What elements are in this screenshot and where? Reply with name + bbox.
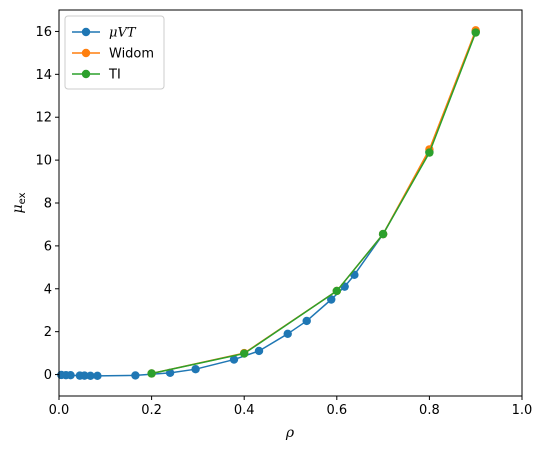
series-0 bbox=[57, 27, 480, 381]
y-tick-label: 2 bbox=[44, 325, 52, 340]
data-point bbox=[332, 286, 341, 296]
data-point bbox=[471, 28, 480, 37]
legend-box bbox=[64, 15, 165, 90]
y-tick-label: 16 bbox=[35, 25, 52, 40]
x-tick-label: 0.4 bbox=[234, 403, 255, 418]
y-tick-label: 10 bbox=[35, 154, 52, 169]
legend-label: μVT bbox=[109, 26, 137, 41]
data-point bbox=[425, 148, 434, 157]
legend-label: Widom bbox=[109, 47, 154, 62]
data-point bbox=[229, 355, 239, 364]
data-point bbox=[283, 329, 292, 339]
data-point bbox=[66, 370, 75, 380]
data-point bbox=[93, 371, 102, 381]
series-1 bbox=[147, 26, 480, 378]
x-axis: 0.0 0.2 0.4 0.6 0.8 1.0 bbox=[49, 396, 533, 418]
legend-marker bbox=[81, 27, 91, 37]
legend-marker bbox=[81, 69, 91, 79]
x-tick-label: 0.6 bbox=[326, 403, 347, 418]
data-point bbox=[327, 295, 336, 304]
legend: μVT Widom TI bbox=[64, 15, 165, 90]
y-axis-label-subscript: ex bbox=[17, 192, 28, 204]
data-point bbox=[165, 368, 175, 378]
data-point bbox=[302, 316, 311, 326]
y-tick-label: 12 bbox=[35, 111, 52, 126]
y-tick-label: 14 bbox=[35, 68, 52, 83]
y-axis-label: μex bbox=[10, 192, 28, 213]
y-tick-label: 0 bbox=[44, 368, 52, 383]
y-axis-label-main: μ bbox=[10, 204, 26, 213]
data-point bbox=[254, 346, 264, 356]
data-point bbox=[131, 371, 140, 380]
x-tick-label: 1.0 bbox=[512, 403, 533, 418]
x-tick-label: 0.8 bbox=[419, 403, 440, 418]
y-tick-label: 4 bbox=[44, 282, 52, 297]
data-point bbox=[378, 229, 388, 239]
y-tick-label: 6 bbox=[44, 239, 52, 254]
y-axis: 0 2 4 6 8 10 12 14 16 bbox=[35, 25, 59, 383]
series-line bbox=[151, 32, 477, 375]
plot-lines bbox=[57, 26, 480, 381]
data-point bbox=[191, 364, 200, 374]
x-tick-label: 0.2 bbox=[141, 403, 162, 418]
legend-label: TI bbox=[108, 68, 121, 83]
legend-marker bbox=[81, 48, 91, 58]
data-point bbox=[86, 371, 95, 381]
x-tick-label: 0.0 bbox=[49, 403, 70, 418]
y-tick-label: 8 bbox=[44, 197, 52, 212]
series-line bbox=[151, 30, 477, 375]
x-axis-label: ρ bbox=[285, 425, 295, 441]
data-point bbox=[80, 371, 89, 380]
series-2 bbox=[147, 28, 480, 378]
data-point bbox=[240, 349, 249, 358]
data-point bbox=[147, 369, 156, 378]
